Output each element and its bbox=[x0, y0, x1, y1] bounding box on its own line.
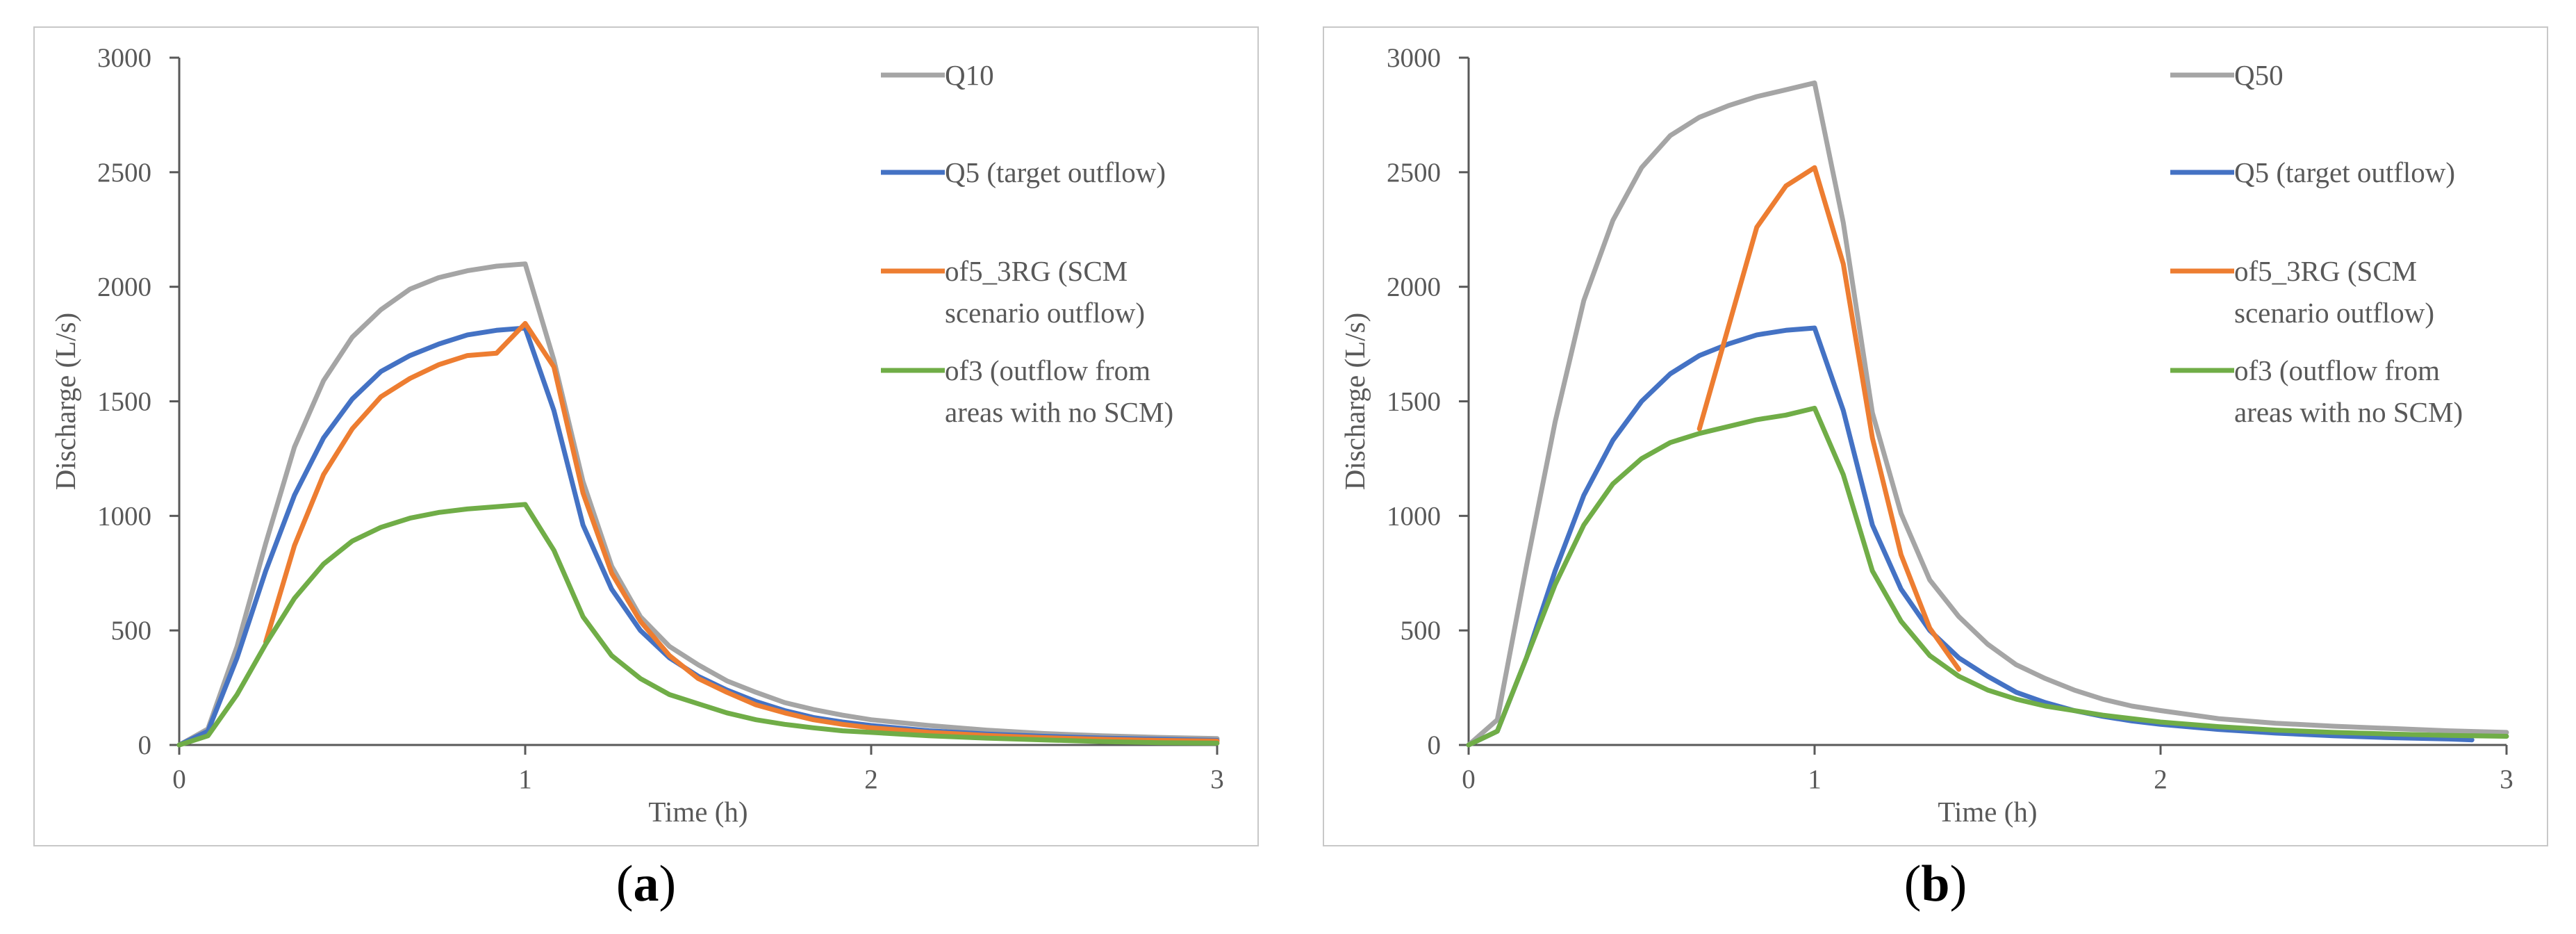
y-axis-title: Discharge (L/s) bbox=[49, 313, 81, 490]
series-line-4 bbox=[176, 502, 1220, 748]
y-tick-label: 0 bbox=[138, 730, 152, 760]
legend-label-4: of3 (outflow from bbox=[945, 354, 1150, 386]
y-tick-label: 2000 bbox=[1387, 272, 1441, 302]
series-line-2 bbox=[176, 325, 1220, 748]
panel-label-a: (a) bbox=[616, 855, 677, 912]
y-tick-label: 500 bbox=[111, 616, 152, 646]
y-tick-label: 0 bbox=[1428, 730, 1442, 760]
x-tick-label: 3 bbox=[2500, 764, 2513, 794]
chart-a-frame bbox=[33, 26, 1259, 846]
series-line-1 bbox=[1466, 80, 2509, 748]
y-tick-label: 3000 bbox=[97, 43, 151, 73]
legend-label-3: of5_3RG (SCM bbox=[2234, 255, 2417, 287]
y-tick-label: 3000 bbox=[1387, 43, 1441, 73]
x-axis-title: Time (h) bbox=[1938, 796, 2037, 828]
x-axis-title: Time (h) bbox=[648, 796, 748, 828]
legend-label-2: Q5 (target outflow) bbox=[2234, 156, 2455, 188]
chart-b: 0 500 1000 1500 2000 2500 3000 0 1 2 3 Time (h) Disc… bbox=[1339, 43, 2513, 828]
chart-a: 0 500 1000 1500 2000 2500 3000 0 1 2 3 Time (h) Disc… bbox=[49, 43, 1224, 828]
x-tick-label: 1 bbox=[518, 764, 532, 794]
y-tick-label: 1000 bbox=[97, 501, 151, 531]
legend-label-1: Q10 bbox=[945, 59, 994, 91]
legend-label-2: Q5 (target outflow) bbox=[945, 156, 1166, 188]
y-tick-label: 2500 bbox=[1387, 158, 1441, 188]
y-tick-label: 1500 bbox=[97, 387, 151, 417]
y-tick-label: 2500 bbox=[97, 158, 151, 188]
legend-label-3: scenario outflow) bbox=[2234, 297, 2434, 329]
panel-label-b: (b) bbox=[1904, 855, 1967, 912]
series-line-1 bbox=[176, 261, 1220, 748]
series-line-4 bbox=[1466, 405, 2509, 748]
x-tick-label: 2 bbox=[864, 764, 878, 794]
x-tick-label: 1 bbox=[1808, 764, 1822, 794]
y-tick-label: 500 bbox=[1401, 616, 1442, 646]
chart-b-frame bbox=[1323, 26, 2548, 846]
y-tick-label: 1000 bbox=[1387, 501, 1441, 531]
x-tick-label: 3 bbox=[1210, 764, 1224, 794]
legend-label-4: of3 (outflow from bbox=[2234, 354, 2440, 386]
legend-label-4: areas with no SCM) bbox=[945, 396, 1173, 428]
legend-label-3: scenario outflow) bbox=[945, 297, 1145, 329]
x-tick-label: 0 bbox=[172, 764, 186, 794]
series-line-2 bbox=[1466, 325, 2475, 748]
y-tick-label: 1500 bbox=[1387, 387, 1441, 417]
x-tick-label: 0 bbox=[1462, 764, 1476, 794]
x-tick-label: 2 bbox=[2154, 764, 2168, 794]
series-line-3 bbox=[1696, 165, 1962, 672]
legend-label-3: of5_3RG (SCM bbox=[945, 255, 1128, 287]
legend-label-1: Q50 bbox=[2234, 59, 2284, 91]
legend-label-4: areas with no SCM) bbox=[2234, 396, 2463, 428]
y-axis-title: Discharge (L/s) bbox=[1339, 313, 1371, 490]
series-line-3 bbox=[263, 320, 1220, 744]
y-tick-label: 2000 bbox=[97, 272, 151, 302]
